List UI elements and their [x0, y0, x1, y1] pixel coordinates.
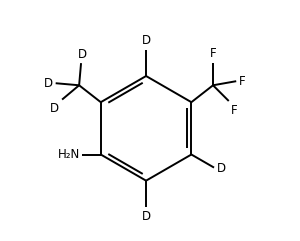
Text: D: D [142, 210, 151, 223]
Text: D: D [217, 162, 226, 175]
Text: D: D [44, 77, 52, 90]
Text: F: F [231, 104, 238, 117]
Text: H₂N: H₂N [58, 148, 80, 161]
Text: F: F [239, 75, 246, 88]
Text: D: D [78, 47, 87, 60]
Text: D: D [142, 34, 151, 47]
Text: F: F [210, 47, 216, 60]
Text: D: D [50, 102, 59, 115]
